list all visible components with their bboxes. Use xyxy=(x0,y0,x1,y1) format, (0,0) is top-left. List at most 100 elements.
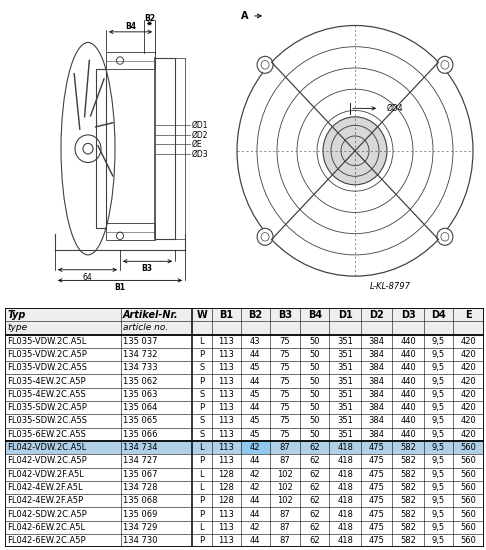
Text: FL042-4EW.2F.A5P: FL042-4EW.2F.A5P xyxy=(7,496,83,505)
Text: 134 727: 134 727 xyxy=(122,456,157,465)
Text: 102: 102 xyxy=(277,470,293,478)
Text: P: P xyxy=(199,350,205,359)
Text: Typ: Typ xyxy=(7,310,26,320)
Text: P: P xyxy=(199,456,205,465)
Text: 475: 475 xyxy=(369,536,384,545)
Text: 9,5: 9,5 xyxy=(432,536,445,545)
Text: 62: 62 xyxy=(310,443,320,452)
Text: 135 067: 135 067 xyxy=(122,470,157,478)
Text: 45: 45 xyxy=(250,364,260,372)
Text: 582: 582 xyxy=(400,470,416,478)
Text: 75: 75 xyxy=(280,390,290,399)
Text: 420: 420 xyxy=(460,430,476,439)
Text: FL035-VDW.2C.A5L: FL035-VDW.2C.A5L xyxy=(7,337,86,346)
Text: 440: 440 xyxy=(400,337,416,346)
Text: 113: 113 xyxy=(218,536,234,545)
Text: 582: 582 xyxy=(400,443,416,452)
Text: S: S xyxy=(199,364,205,372)
Text: 44: 44 xyxy=(250,496,260,505)
Text: 560: 560 xyxy=(460,536,476,545)
Text: 113: 113 xyxy=(218,403,234,412)
Text: W: W xyxy=(196,310,207,320)
Text: 440: 440 xyxy=(400,350,416,359)
Text: 135 037: 135 037 xyxy=(122,337,157,346)
Text: FL042-VDW.2F.A5L: FL042-VDW.2F.A5L xyxy=(7,470,84,478)
Text: 128: 128 xyxy=(218,470,234,478)
Text: FL042-6EW.2C.A5L: FL042-6EW.2C.A5L xyxy=(7,523,85,532)
Text: 75: 75 xyxy=(280,377,290,386)
Text: 560: 560 xyxy=(460,470,476,478)
Text: FL042-4EW.2F.A5L: FL042-4EW.2F.A5L xyxy=(7,483,83,492)
Text: S: S xyxy=(199,390,205,399)
Text: FL042-SDW.2C.A5P: FL042-SDW.2C.A5P xyxy=(7,509,87,519)
Text: 135 062: 135 062 xyxy=(122,377,157,386)
Text: 45: 45 xyxy=(250,430,260,439)
Text: 50: 50 xyxy=(310,390,320,399)
Text: 50: 50 xyxy=(310,403,320,412)
Text: 475: 475 xyxy=(369,456,384,465)
Text: B3: B3 xyxy=(278,310,292,320)
Text: 62: 62 xyxy=(310,483,320,492)
Text: 384: 384 xyxy=(369,403,384,412)
Text: 440: 440 xyxy=(400,390,416,399)
Text: 420: 420 xyxy=(460,364,476,372)
Circle shape xyxy=(323,117,387,185)
Text: 50: 50 xyxy=(310,350,320,359)
Text: 9,5: 9,5 xyxy=(432,337,445,346)
Text: 384: 384 xyxy=(369,416,384,426)
Text: 64: 64 xyxy=(82,273,92,282)
Text: 87: 87 xyxy=(279,523,291,532)
Text: 440: 440 xyxy=(400,416,416,426)
Text: L-KL-8797: L-KL-8797 xyxy=(369,282,411,292)
Text: 87: 87 xyxy=(279,509,291,519)
Text: 113: 113 xyxy=(218,364,234,372)
Text: 420: 420 xyxy=(460,377,476,386)
Text: 62: 62 xyxy=(310,470,320,478)
Text: 75: 75 xyxy=(280,430,290,439)
Text: 87: 87 xyxy=(279,443,291,452)
Text: 440: 440 xyxy=(400,430,416,439)
Text: 560: 560 xyxy=(460,523,476,532)
Text: 42: 42 xyxy=(250,443,260,452)
Text: 113: 113 xyxy=(218,390,234,399)
Text: 87: 87 xyxy=(279,456,291,465)
Text: FL035-4EW.2C.A5P: FL035-4EW.2C.A5P xyxy=(7,377,86,386)
Text: 102: 102 xyxy=(277,483,293,492)
Text: P: P xyxy=(199,509,205,519)
Text: 44: 44 xyxy=(250,350,260,359)
Text: 582: 582 xyxy=(400,456,416,465)
Text: 134 733: 134 733 xyxy=(122,364,157,372)
Text: 384: 384 xyxy=(369,390,384,399)
Text: 50: 50 xyxy=(310,430,320,439)
Text: 384: 384 xyxy=(369,337,384,346)
Text: L: L xyxy=(200,443,204,452)
Text: 440: 440 xyxy=(400,364,416,372)
Text: 44: 44 xyxy=(250,456,260,465)
Text: 113: 113 xyxy=(218,430,234,439)
Text: 9,5: 9,5 xyxy=(432,509,445,519)
Text: 384: 384 xyxy=(369,350,384,359)
Text: 475: 475 xyxy=(369,470,384,478)
Text: 582: 582 xyxy=(400,509,416,519)
Text: 418: 418 xyxy=(337,483,353,492)
Text: A: A xyxy=(241,11,249,21)
Text: 135 069: 135 069 xyxy=(122,509,157,519)
Text: 62: 62 xyxy=(310,523,320,532)
Text: 9,5: 9,5 xyxy=(432,430,445,439)
Text: 384: 384 xyxy=(369,364,384,372)
Text: 418: 418 xyxy=(337,496,353,505)
Text: 62: 62 xyxy=(310,536,320,545)
Text: 87: 87 xyxy=(279,536,291,545)
Text: 582: 582 xyxy=(400,496,416,505)
Text: B3: B3 xyxy=(141,264,153,273)
Text: ØD1: ØD1 xyxy=(192,121,208,130)
Text: 582: 582 xyxy=(400,483,416,492)
Bar xyxy=(5,441,484,454)
Text: 128: 128 xyxy=(218,483,234,492)
Text: 135 066: 135 066 xyxy=(122,430,157,439)
Text: B2: B2 xyxy=(144,14,155,23)
Text: 134 728: 134 728 xyxy=(122,483,157,492)
Text: FL035-6EW.2C.A5S: FL035-6EW.2C.A5S xyxy=(7,430,86,439)
Text: 351: 351 xyxy=(337,390,353,399)
Text: FL035-4EW.2C.A5S: FL035-4EW.2C.A5S xyxy=(7,390,86,399)
